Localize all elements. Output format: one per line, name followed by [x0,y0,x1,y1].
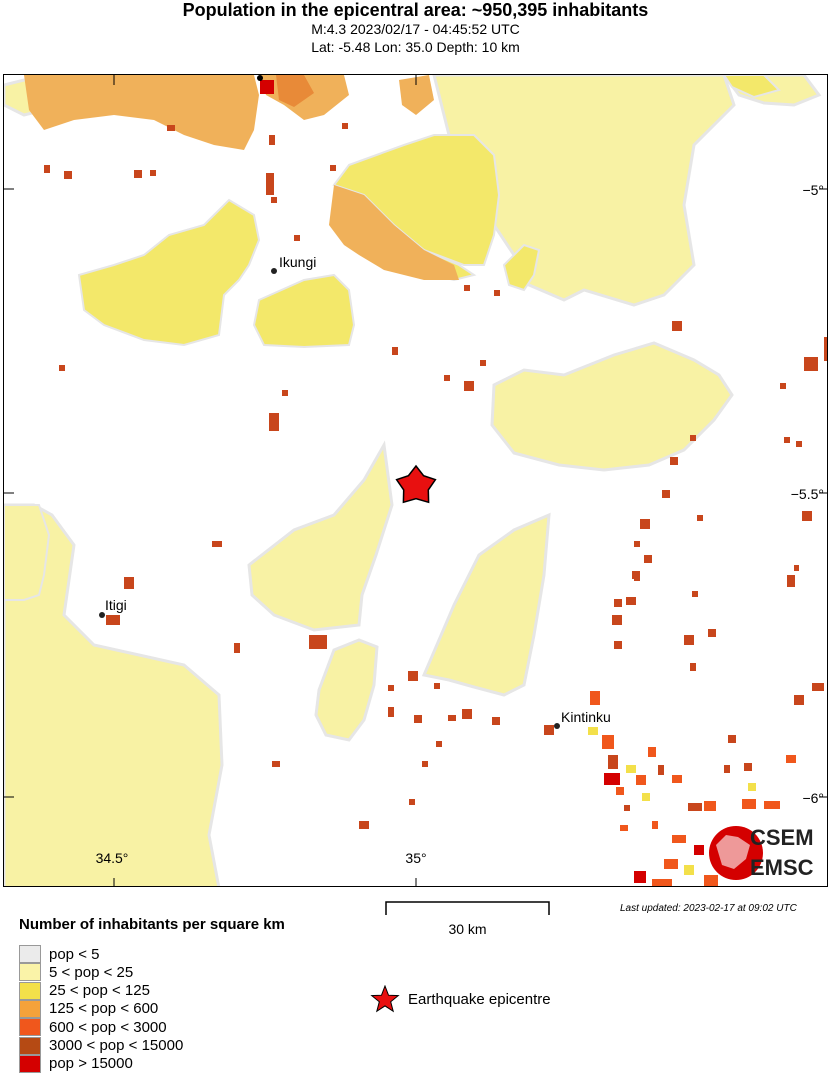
city-kintinku[interactable]: Kintinku [554,708,612,729]
legend-label: pop < 5 [49,945,100,963]
graticule-ticks [4,75,827,886]
legend-label: pop > 15000 [49,1055,133,1073]
legend-item: 125 < pop < 600 [19,999,159,1018]
region-low-density [4,75,822,886]
lat-label-6: −6° [802,790,824,806]
event-location: Lat: -5.48 Lon: 35.0 Depth: 10 km [311,39,520,55]
city-itigi[interactable]: Itigi [99,596,128,618]
city-marker-top [257,75,263,81]
epicentre-legend-label: Earthquake epicentre [408,990,551,1008]
city-label-kintinku: Kintinku [561,709,611,725]
lon-label-34-5: 34.5° [96,850,129,866]
region-medium-density [4,75,781,601]
legend-swatch [19,1018,41,1037]
legend-title: Number of inhabitants per square km [19,916,285,933]
page-title: Population in the epicentral area: ~950,… [182,0,649,20]
event-info: M:4.3 2023/02/17 - 04:45:52 UTC [311,21,520,37]
city-ikungi[interactable]: Ikungi [271,253,318,274]
lat-label-5-5: −5.5° [791,486,824,502]
logo-text-emsc: EMSC [750,855,814,880]
region-high-density [24,75,459,280]
scale-bar [385,901,550,915]
last-updated: Last updated: 2023-02-17 at 09:02 UTC [620,903,797,914]
legend-item: 600 < pop < 3000 [19,1018,167,1037]
scattered-settlements [44,123,827,829]
emsc-logo: CSEM EMSC [709,825,814,880]
legend-swatch [19,945,41,963]
lon-label-35: 35° [405,850,426,866]
city-label-ikungi: Ikungi [279,254,316,270]
legend-label: 25 < pop < 125 [49,982,150,1000]
legend-swatch [19,1036,41,1055]
legend-label: 3000 < pop < 15000 [49,1037,184,1054]
legend-item: 25 < pop < 125 [19,981,150,1000]
legend-item: 5 < pop < 25 [19,963,134,982]
population-map[interactable]: Ikungi Itigi Kintinku −5° −5.5° −6° 34.5… [3,74,828,887]
epicentre-star-icon[interactable] [395,464,437,504]
legend-item: 3000 < pop < 15000 [19,1036,184,1055]
epicentre-legend: Earthquake epicentre [370,985,551,1013]
kintinku-settlements [588,691,796,886]
legend-swatch [19,999,41,1018]
logo-text-csem: CSEM [750,825,814,850]
legend-item: pop < 5 [19,945,99,963]
legend-label: 600 < pop < 3000 [49,1018,167,1036]
lat-label-5: −5° [802,182,824,198]
legend-swatch [19,1054,41,1073]
legend-swatch [19,963,41,982]
city-label-itigi: Itigi [105,597,127,613]
legend-item: pop > 15000 [19,1054,133,1073]
region-dense-core [260,75,314,107]
legend-label: 125 < pop < 600 [49,1000,159,1018]
legend-label: 5 < pop < 25 [49,963,134,981]
map-canvas: Ikungi Itigi Kintinku −5° −5.5° −6° 34.5… [4,75,827,886]
scale-label: 30 km [448,921,487,937]
epicentre-legend-star-icon [370,985,400,1013]
legend-swatch [19,981,41,1000]
